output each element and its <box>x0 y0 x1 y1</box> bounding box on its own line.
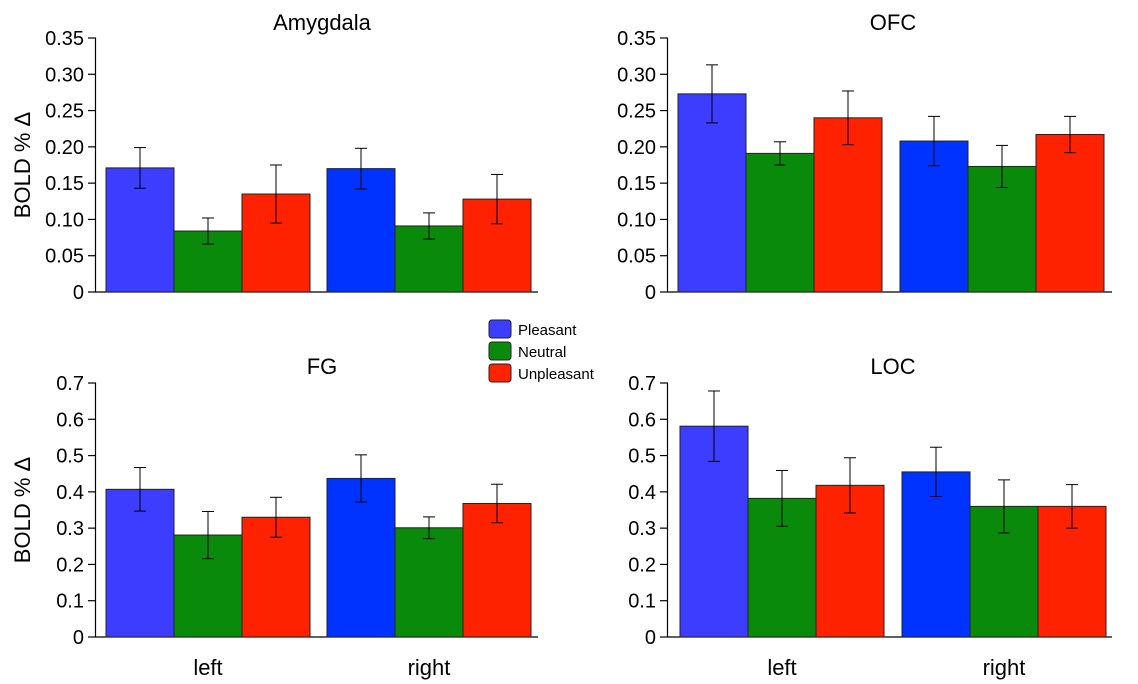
bar-unpleasant-left <box>241 193 311 293</box>
x-tick-label: left <box>193 655 222 680</box>
bar-pleasant-right <box>326 477 396 638</box>
legend-swatch-pleasant <box>488 319 512 339</box>
bar-unpleasant-left <box>815 484 885 638</box>
y-tick-label: 0.20 <box>45 137 84 159</box>
panel-amygdala: Amygdala 0 0.05 0.10 0.15 0.20 0.25 0.30 0.35 BOL… <box>10 10 538 304</box>
y-tick-label: 0.15 <box>45 173 84 195</box>
panel-ofc: OFC 0 0.05 0.10 0.15 0.20 0.25 0.30 0.35 <box>617 10 1112 304</box>
y-tick-label: 0 <box>73 282 84 304</box>
bar-pleasant-right <box>901 471 971 638</box>
y-tick-label: 0.1 <box>628 591 656 613</box>
y-tick-label: 0 <box>645 627 656 649</box>
y-tick-label: 0.20 <box>617 137 656 159</box>
y-tick-label: 0.10 <box>45 209 84 231</box>
y-tick-label: 0.1 <box>56 591 84 613</box>
y-tick-label: 0.6 <box>628 409 656 431</box>
panel-title: OFC <box>870 10 917 35</box>
y-tick-label: 0.05 <box>617 246 656 268</box>
y-tick-label: 0.15 <box>617 173 656 195</box>
y-tick-label: 0.05 <box>45 246 84 268</box>
bar-unpleasant-right <box>1035 134 1105 293</box>
legend-label-neutral: Neutral <box>518 344 566 361</box>
bar-pleasant-left <box>105 488 175 638</box>
y-tick-label: 0.3 <box>56 518 84 540</box>
y-tick-label: 0.25 <box>617 101 656 123</box>
x-tick-label: right <box>408 655 451 680</box>
y-tick-label: 0 <box>645 282 656 304</box>
y-tick-label: 0.35 <box>45 28 84 50</box>
y-tick-label: 0.4 <box>628 482 656 504</box>
bar-neutral-right <box>394 527 464 638</box>
y-tick-label: 0.25 <box>45 101 84 123</box>
panel-title: LOC <box>870 354 915 379</box>
bar-unpleasant-right <box>462 502 532 638</box>
x-tick-label: right <box>983 655 1026 680</box>
bar-pleasant-left <box>677 93 747 293</box>
legend-label-unpleasant: Unpleasant <box>518 366 595 383</box>
y-tick-label: 0.7 <box>56 373 84 395</box>
legend-swatch-unpleasant <box>488 363 512 383</box>
y-tick-label: 0.2 <box>56 554 84 576</box>
legend-swatch-neutral <box>488 341 512 361</box>
panel-fg: FG 0 0.1 0.2 0.3 0.4 0.5 0.6 0.7 BOLD % Δ left righ… <box>10 354 538 680</box>
y-tick-label: 0.35 <box>617 28 656 50</box>
y-tick-label: 0.5 <box>56 446 84 468</box>
y-tick-label: 0.4 <box>56 482 84 504</box>
legend: Pleasant Neutral Unpleasant <box>488 319 595 383</box>
bar-neutral-left <box>745 152 815 293</box>
y-tick-label: 0.3 <box>628 518 656 540</box>
y-tick-label: 0.7 <box>628 373 656 395</box>
bar-unpleasant-left <box>813 117 883 293</box>
y-tick-label: 0.6 <box>56 409 84 431</box>
y-tick-label: 0.30 <box>617 64 656 86</box>
y-tick-label: 0 <box>73 627 84 649</box>
bar-neutral-left <box>173 230 243 293</box>
panel-title: Amygdala <box>273 10 372 35</box>
y-tick-label: 0.10 <box>617 209 656 231</box>
panel-title: FG <box>307 354 338 379</box>
legend-label-pleasant: Pleasant <box>518 322 577 339</box>
panel-loc: LOC 0 0.1 0.2 0.3 0.4 0.5 0.6 0.7 left right <box>628 354 1112 680</box>
y-axis-label: BOLD % Δ <box>10 112 35 219</box>
y-tick-label: 0.2 <box>628 554 656 576</box>
y-tick-label: 0.30 <box>45 64 84 86</box>
y-tick-label: 0.5 <box>628 446 656 468</box>
x-tick-label: left <box>767 655 796 680</box>
y-axis-label: BOLD % Δ <box>10 457 35 564</box>
